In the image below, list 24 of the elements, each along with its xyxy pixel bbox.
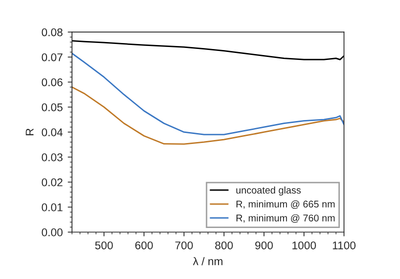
line-series [72,86,344,145]
y-tick-label: 0.08 [42,28,62,36]
y-tick-label: 0.06 [42,78,62,86]
y-tick-label: 0.02 [42,178,62,186]
line-series [72,52,344,136]
y-tick-label: 0.00 [42,228,63,236]
y-tick-label: 0.05 [42,103,63,112]
x-tick-label: 1100 [332,241,356,250]
x-tick-label: 900 [255,241,273,250]
x-tick-label: 500 [95,241,113,250]
legend-label: R, minimum @ 665 nm [236,200,335,209]
legend-label: R, minimum @ 760 nm [236,214,335,223]
x-tick-label: 600 [135,241,153,250]
x-tick-label: 800 [215,241,233,250]
line-series [72,40,344,60]
y-tick-label: 0.07 [42,53,62,62]
x-tick-label: 700 [175,241,193,250]
x-tick-label: 1000 [292,241,316,250]
y-tick-label: 0.01 [42,203,62,212]
y-axis-title: R [26,128,34,136]
legend-label: uncoated glass [236,186,301,196]
x-axis-title: λ / nm [192,257,222,266]
y-tick-label: 0.04 [42,128,63,136]
y-tick-label: 0.03 [42,153,62,162]
